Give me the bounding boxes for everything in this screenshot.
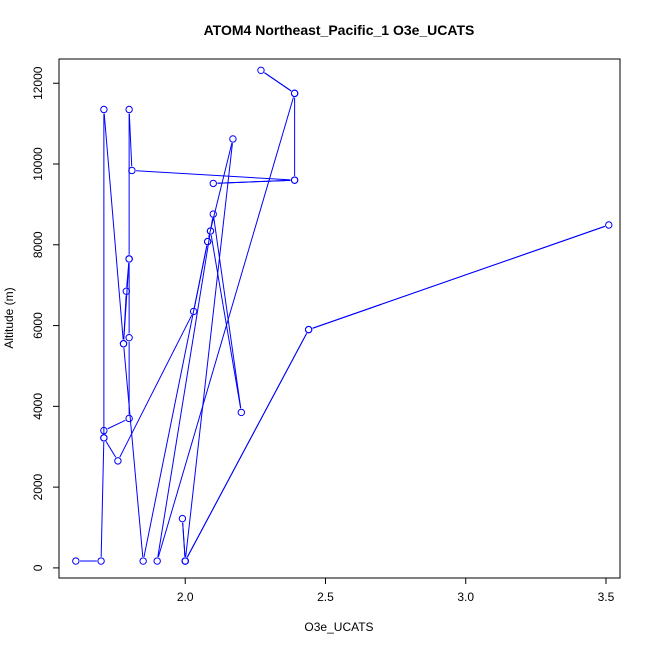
series-line-segment [208,234,210,238]
series-line-segment [210,218,214,227]
data-point [125,255,133,263]
x-tick-label: 3.5 [598,590,615,604]
series-line-segment [128,113,133,167]
data-point [304,325,313,334]
series-line-segment [100,442,105,557]
data-point [189,307,198,316]
x-axis: 2.0 2.5 3.0 3.5 [177,578,615,604]
data-point [125,333,133,342]
y-axis: 0 2000 4000 6000 8000 10000 12000 [31,66,59,571]
series-line-segment [105,441,117,458]
data-point [178,514,187,523]
series-line-segment [119,314,193,458]
series-line-segment [186,333,308,558]
data-point [100,426,108,435]
data-point [237,408,246,417]
series-line-segment [210,235,242,409]
data-point [209,179,217,188]
data-point [128,166,136,175]
data-point [153,557,161,565]
data-point [290,176,299,184]
x-axis-label: O3e_UCATS [304,620,373,634]
x-tick-label: 2.0 [177,590,194,604]
series-line-segment [312,225,605,329]
series-line-segment [264,72,292,92]
data-point [206,227,215,235]
data-point [203,237,212,246]
series-line-segment [213,218,242,409]
y-axis-label: Altitude (m) [2,287,16,348]
series-line-segment [103,113,124,340]
data-point [290,89,299,98]
series-line-segment [217,179,291,184]
data-point [209,210,217,218]
series-line-segment [208,142,233,238]
series-line-segment [136,170,291,181]
y-tick-label: 8000 [31,231,45,258]
series-line-segment [157,97,294,558]
data-point [72,557,80,565]
y-tick-label: 4000 [31,393,45,420]
data-point [114,457,122,465]
series-line-segment [185,143,233,557]
data-point [257,66,265,75]
y-tick-label: 12000 [31,66,45,100]
data-point [125,414,133,423]
data-point [122,287,131,295]
series-line-segment [107,419,126,430]
y-tick-label: 0 [31,564,45,571]
data-point [181,557,189,565]
series-line-segment [143,245,208,558]
series-line-segment [123,263,130,340]
series-line-segment [123,347,144,557]
data-point [125,105,133,114]
data-point [100,105,108,114]
plot-frame [58,58,621,579]
x-tick-label: 3.0 [457,590,474,604]
series-line-segment [157,235,211,557]
y-tick-label: 6000 [31,312,45,339]
chart-title: ATOM4 Northeast_Pacific_1 O3e_UCATS [204,22,475,38]
data-point [229,135,237,143]
data-point [139,557,147,565]
series-line-segment [182,522,186,557]
data-point [119,340,128,348]
data-point [97,557,105,565]
plot-area [72,66,613,565]
data-point [605,221,613,229]
data-point [100,434,108,442]
y-tick-label: 2000 [31,473,45,500]
x-tick-label: 2.5 [317,590,334,604]
y-tick-label: 10000 [31,147,45,181]
